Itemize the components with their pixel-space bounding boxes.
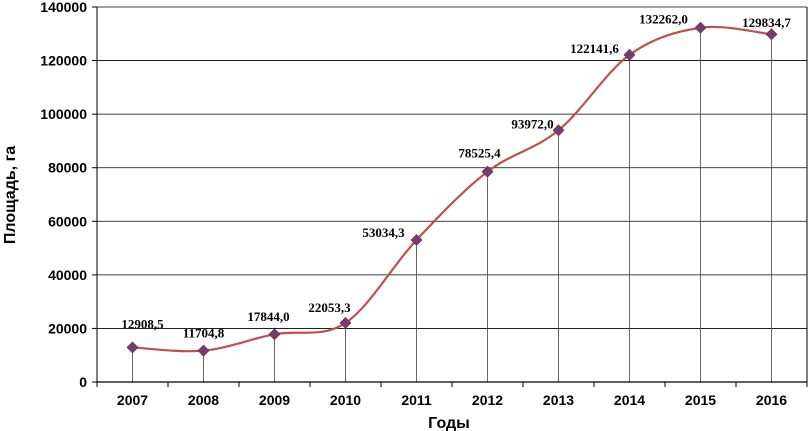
- gridlines: [97, 6, 807, 329]
- x-axis-title: Годы: [428, 415, 470, 431]
- data-labels: 12908,5 11704,8 17844,0 22053,3 53034,3 78525…: [121, 12, 791, 341]
- data-label: 22053,3: [308, 300, 351, 315]
- data-point: [694, 21, 707, 34]
- data-point: [197, 344, 210, 357]
- y-tick-label: 40000: [48, 267, 87, 283]
- x-tick-label: 2013: [543, 392, 574, 408]
- data-point: [268, 328, 281, 341]
- data-label: 17844,0: [247, 309, 289, 324]
- data-point: [126, 341, 139, 354]
- data-label: 53034,3: [362, 225, 405, 240]
- x-tick-label: 2009: [259, 392, 290, 408]
- y-tick-label: 140000: [40, 0, 87, 15]
- x-tick-label: 2015: [685, 392, 716, 408]
- data-markers: [126, 21, 778, 357]
- x-tick-labels: 2007 2008 2009 2010 2011 2012 2013 2014 2015 2016: [117, 392, 787, 408]
- x-tick-label: 2012: [472, 392, 503, 408]
- data-label: 93972,0: [511, 116, 553, 131]
- data-label: 78525,4: [458, 146, 501, 161]
- data-point: [339, 317, 352, 329]
- data-point: [552, 124, 565, 137]
- x-tick-label: 2014: [614, 392, 645, 408]
- x-tick-label: 2011: [401, 392, 432, 408]
- x-tick-label: 2016: [756, 392, 787, 408]
- x-tick-label: 2010: [330, 392, 361, 408]
- series-line: [132, 25, 772, 353]
- y-tick-label: 120000: [40, 53, 87, 69]
- data-label: 129834,7: [742, 15, 791, 30]
- drop-lines: [132, 27, 772, 382]
- y-tick-label: 60000: [48, 213, 87, 229]
- data-point: [410, 234, 423, 246]
- y-tick-label: 100000: [40, 106, 87, 122]
- y-tick-labels: 0 20000 40000 60000 80000 100000 120000 140000: [40, 0, 87, 390]
- y-axis-title: Площадь, га: [2, 146, 19, 244]
- data-point: [623, 48, 636, 61]
- x-tick-label: 2008: [188, 392, 219, 408]
- data-point: [765, 28, 778, 41]
- y-tick-label: 80000: [48, 160, 87, 176]
- axes: [92, 6, 808, 387]
- data-label: 122141,6: [570, 41, 619, 56]
- data-label: 11704,8: [183, 326, 225, 341]
- y-tick-label: 0: [79, 374, 87, 390]
- data-label: 12908,5: [121, 316, 164, 331]
- data-point: [481, 165, 494, 178]
- x-tick-label: 2007: [117, 392, 148, 408]
- y-tick-label: 20000: [48, 320, 87, 336]
- data-label: 132262,0: [639, 12, 688, 27]
